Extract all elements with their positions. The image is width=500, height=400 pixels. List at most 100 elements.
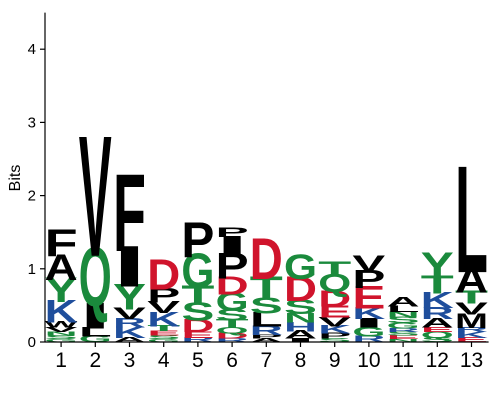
logo-letter: K [318,323,351,336]
logo-letter-glyph: L [250,307,283,331]
logo-letter-glyph: S [284,296,317,319]
logo-letter: I [284,337,317,344]
logo-letter-glyph: E [318,302,351,322]
logo-letter: Y [421,245,454,287]
logo-letter-glyph: G [284,249,317,288]
logo-letter: A [421,315,454,331]
logo-letter-glyph: R [250,323,283,339]
logo-letter: K [147,308,180,332]
logo-letter: S [250,293,283,319]
y-tick-label: 0 [28,334,36,351]
logo-letter: P [352,265,385,294]
position-label: 8 [295,349,307,372]
logo-letter-glyph: V [79,99,112,292]
logo-letter-glyph: T [318,257,351,281]
logo-letter-glyph: I [79,294,112,336]
logo-letter: G [79,334,112,345]
logo-letter: K [352,304,385,323]
logo-letter: R [113,315,146,331]
logo-letter-glyph: E [181,329,214,339]
logo-letter: Y [45,271,78,310]
logo-letter-glyph: P [352,265,385,294]
logo-letter: H [284,319,317,335]
logo-letter: S [387,330,420,336]
logo-letter: S [387,315,420,325]
logo-letter: I [216,230,249,261]
logo-letter-glyph: K [455,329,488,339]
logo-letter-glyph: P [216,224,249,240]
logo-letter-glyph: R [421,304,454,323]
logo-letter-glyph: A [45,246,78,288]
logo-letter-glyph: I [352,315,385,331]
logo-letter-glyph: L [455,135,488,306]
logo-letter: P [318,331,351,340]
logo-letter: D [147,252,180,300]
logo-letter-glyph: K [147,308,180,332]
logo-letter: V [147,298,180,317]
logo-letter-glyph: Y [113,276,146,318]
logo-letter-glyph: E [455,336,488,344]
logo-letter-glyph: E [147,329,180,337]
logo-letter-glyph: P [216,245,249,287]
logo-letter-glyph: S [421,336,454,344]
logo-letter-glyph: K [352,304,385,323]
logo-letter: Q [216,325,249,336]
logo-letter-glyph: E [387,334,420,340]
logo-letter: M [455,309,488,333]
logo-letter: V [455,299,488,318]
y-axis: 0 1 2 3 4 [28,12,46,351]
position-label: 4 [158,349,170,372]
position-label: 9 [329,349,341,372]
logo-letter-glyph: W [45,320,78,330]
logo-letter: V [79,99,112,292]
logo-letter-glyph: G [147,338,180,343]
logo-letter-glyph: Y [45,271,78,310]
position-label: 12 [426,349,449,372]
logo-letter-glyph: R [455,326,488,334]
logo-letter: K [113,324,146,342]
logo-letter: E [352,279,385,316]
logo-letter: K [45,294,78,330]
logo-letter-glyph: L [387,304,420,314]
position-label: 5 [192,349,204,372]
logo-letter: G [284,249,317,288]
logo-letter: I [352,315,385,331]
position-label: 1 [55,349,67,372]
logo-letter: N [387,310,420,319]
logo-letter: T [421,271,454,300]
logo-letter: L [250,307,283,331]
logo-letter-glyph: V [352,251,385,277]
logo-letter: T [250,270,283,306]
logo-letter-glyph: S [387,330,420,336]
x-axis: 1 2 3 4 5 6 7 8 9 10 11 12 13 [45,341,489,372]
logo-letter-glyph: T [455,287,488,308]
logo-letter: V [45,326,79,334]
logo-letter-glyph: Q [216,325,249,336]
logo-letter: D [216,271,249,300]
logo-letter-glyph: T [147,324,181,333]
logo-letter: R [387,327,420,333]
logo-letter: A [45,246,78,288]
logo-letter-glyph: Y [421,245,454,287]
logo-letter: S [181,298,214,327]
logo-letter-glyph: S [45,334,78,340]
logo-letter-glyph: P [250,333,283,339]
logo-letter-glyph: S [181,298,214,327]
logo-letter-glyph: F [113,152,146,275]
logo-letter-glyph: N [284,310,317,326]
logo-letter: R [352,334,385,344]
position-label: 6 [226,349,238,372]
logo-letter-glyph: V [113,304,147,322]
logo-letter-glyph: S [318,337,351,343]
logo-letter-glyph: D [147,252,180,300]
logo-letter: R [250,323,283,339]
logo-letter-glyph: N [387,310,420,319]
logo-letter: I [79,294,112,336]
